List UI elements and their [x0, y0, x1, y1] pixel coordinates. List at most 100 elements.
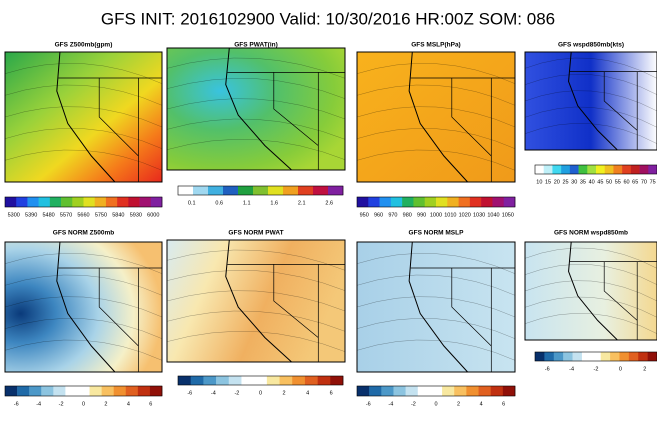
contour	[166, 270, 346, 291]
colorbar-label: 4	[306, 390, 309, 396]
colorbar-frame	[356, 196, 516, 208]
colorbar-swatch	[429, 386, 443, 396]
colorbar-swatch	[393, 386, 406, 396]
colorbar-swatch	[561, 165, 571, 174]
colorbar-label: -6	[366, 401, 371, 407]
colorbar-label: -4	[36, 401, 41, 407]
contour	[524, 313, 657, 334]
map-field	[356, 51, 516, 183]
colorbar-swatch	[591, 352, 601, 361]
colorbar-swatch	[190, 376, 204, 385]
colorbar-label: 1.6	[270, 200, 278, 206]
colorbar-swatch	[266, 376, 280, 385]
colorbar-swatch	[413, 197, 426, 207]
colorbar-label: -6	[14, 401, 19, 407]
contour	[166, 118, 346, 140]
coastline	[408, 241, 468, 373]
colorbar-swatch	[357, 386, 370, 396]
colorbar-swatch	[543, 165, 553, 174]
colorbar-swatch	[149, 386, 163, 396]
colorbar-swatch	[544, 352, 555, 361]
coastline	[225, 47, 292, 171]
colorbar-label: 2.6	[325, 200, 333, 206]
colorbar-label: 0	[619, 366, 622, 372]
colorbar-label: 4	[127, 401, 130, 407]
colorbar-label: -6	[545, 366, 550, 372]
colorbar-label: 1040	[487, 212, 499, 218]
coastline	[568, 51, 618, 151]
colorbar-swatch	[390, 197, 403, 207]
colorbar-label: 950	[360, 212, 369, 218]
colorbar-swatch	[292, 376, 306, 385]
contour	[4, 63, 163, 84]
colorbar-label: 60	[623, 179, 629, 185]
colorbar-swatch	[328, 186, 344, 195]
colorbar-label: 5840	[112, 212, 124, 218]
colorbar-label: 35	[580, 179, 586, 185]
colorbar-swatch	[101, 386, 114, 396]
contour	[166, 249, 346, 271]
colorbar-swatch	[113, 386, 127, 396]
colorbar-label: 0.1	[188, 200, 196, 206]
colorbar-swatch	[94, 197, 107, 207]
colorbar-swatch	[38, 197, 51, 207]
colorbar-swatch	[596, 165, 606, 174]
colorbar-swatch	[208, 186, 224, 195]
colorbar-label: 970	[388, 212, 397, 218]
contour	[4, 274, 163, 296]
colorbar-swatch	[317, 376, 331, 385]
colorbar-frame	[177, 375, 344, 386]
colorbar-label: 1030	[473, 212, 485, 218]
colorbar-swatch	[298, 186, 314, 195]
colorbar-swatch	[578, 165, 588, 174]
colorbar-label: 40	[589, 179, 595, 185]
colorbar-label: 2.1	[298, 200, 306, 206]
contour	[166, 331, 346, 352]
colorbar-swatch	[216, 376, 230, 385]
colorbar-swatch	[203, 376, 217, 385]
colorbar-label: 1050	[502, 212, 514, 218]
colorbar-swatch	[16, 197, 28, 207]
contour	[166, 290, 346, 312]
colorbar-swatch	[65, 386, 78, 396]
contour	[166, 57, 346, 79]
colorbar-swatch	[368, 197, 380, 207]
coastline	[225, 239, 292, 363]
state-borders	[410, 77, 515, 182]
contour	[524, 123, 657, 144]
colorbar-swatch	[53, 386, 66, 396]
colorbar-swatch	[402, 197, 414, 207]
colorbar-swatch	[639, 165, 649, 174]
colorbar-swatch	[17, 386, 30, 396]
contour	[356, 318, 516, 339]
contour	[524, 106, 657, 128]
colorbar-swatch	[572, 352, 583, 361]
colorbar-label: -4	[211, 390, 216, 396]
state-borders	[569, 71, 657, 150]
colorbar-label: 6	[149, 401, 152, 407]
contour	[4, 149, 163, 171]
colorbar-label: 0	[259, 390, 262, 396]
colorbar-swatch	[469, 197, 482, 207]
contour	[4, 296, 163, 318]
colorbar-swatch	[253, 186, 269, 195]
colorbar-label: 65	[632, 179, 638, 185]
colorbar-swatch	[72, 197, 84, 207]
colorbar-label: 2	[457, 401, 460, 407]
colorbar-swatch	[228, 376, 242, 385]
colorbar-label: 5300	[8, 212, 20, 218]
colorbar-label: 45	[597, 179, 603, 185]
colorbar-swatch	[647, 352, 657, 361]
colorbar-swatch	[357, 197, 369, 207]
contour	[524, 296, 657, 318]
colorbar-label: -2	[594, 366, 599, 372]
colorbar-swatch	[478, 386, 491, 396]
panel-title: GFS NORM wspd850mb	[554, 230, 628, 237]
colorbar-swatch	[379, 197, 392, 207]
colorbar-label: 6000	[147, 212, 159, 218]
colorbar-label: 75	[650, 179, 656, 185]
colorbar-swatch	[436, 197, 448, 207]
colorbar-swatch	[622, 165, 632, 174]
colorbar-label: 5660	[77, 212, 89, 218]
colorbar-swatch	[304, 376, 318, 385]
